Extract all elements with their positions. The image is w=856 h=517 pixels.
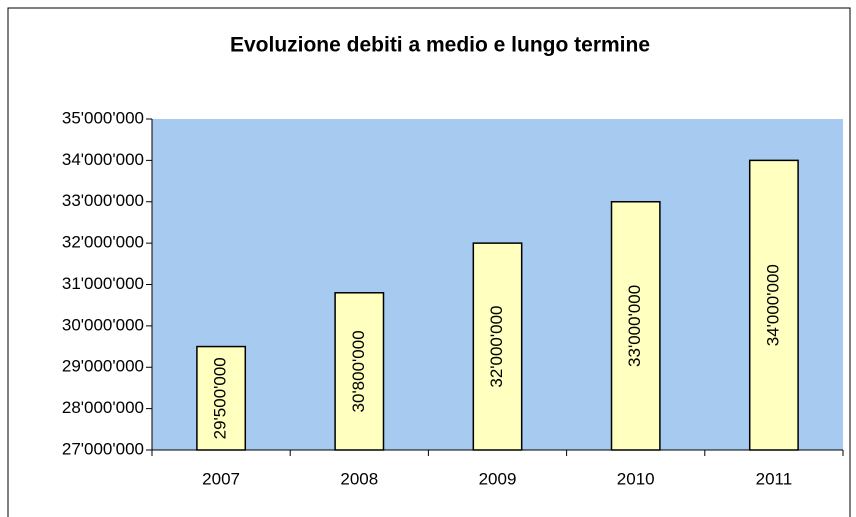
y-tick-label: 32'000'000 <box>62 233 144 252</box>
chart-title: Evoluzione debiti a medio e lungo termin… <box>230 34 650 57</box>
bar <box>748 159 799 451</box>
y-tick-label: 31'000'000 <box>62 274 144 293</box>
x-tick-label: 2010 <box>617 469 655 488</box>
x-tick-label: 2007 <box>202 469 240 488</box>
value-label: 33'000'000 <box>625 285 644 367</box>
x-tick-label: 2008 <box>340 469 378 488</box>
y-tick-label: 27'000'000 <box>62 439 144 458</box>
value-label: 32'000'000 <box>487 305 506 387</box>
y-tick-label: 35'000'000 <box>62 108 144 127</box>
y-tick-label: 33'000'000 <box>62 191 144 210</box>
value-label: 30'800'000 <box>349 330 368 412</box>
y-tick-label: 29'000'000 <box>62 357 144 376</box>
bar <box>610 201 661 451</box>
x-tick-label: 2009 <box>479 469 517 488</box>
value-label: 34'000'000 <box>763 264 782 346</box>
y-tick-label: 34'000'000 <box>62 150 144 169</box>
y-tick-label: 30'000'000 <box>62 315 144 334</box>
y-tick-label: 28'000'000 <box>62 398 144 417</box>
x-tick-label: 2011 <box>756 469 793 488</box>
value-label: 29'500'000 <box>211 357 230 439</box>
